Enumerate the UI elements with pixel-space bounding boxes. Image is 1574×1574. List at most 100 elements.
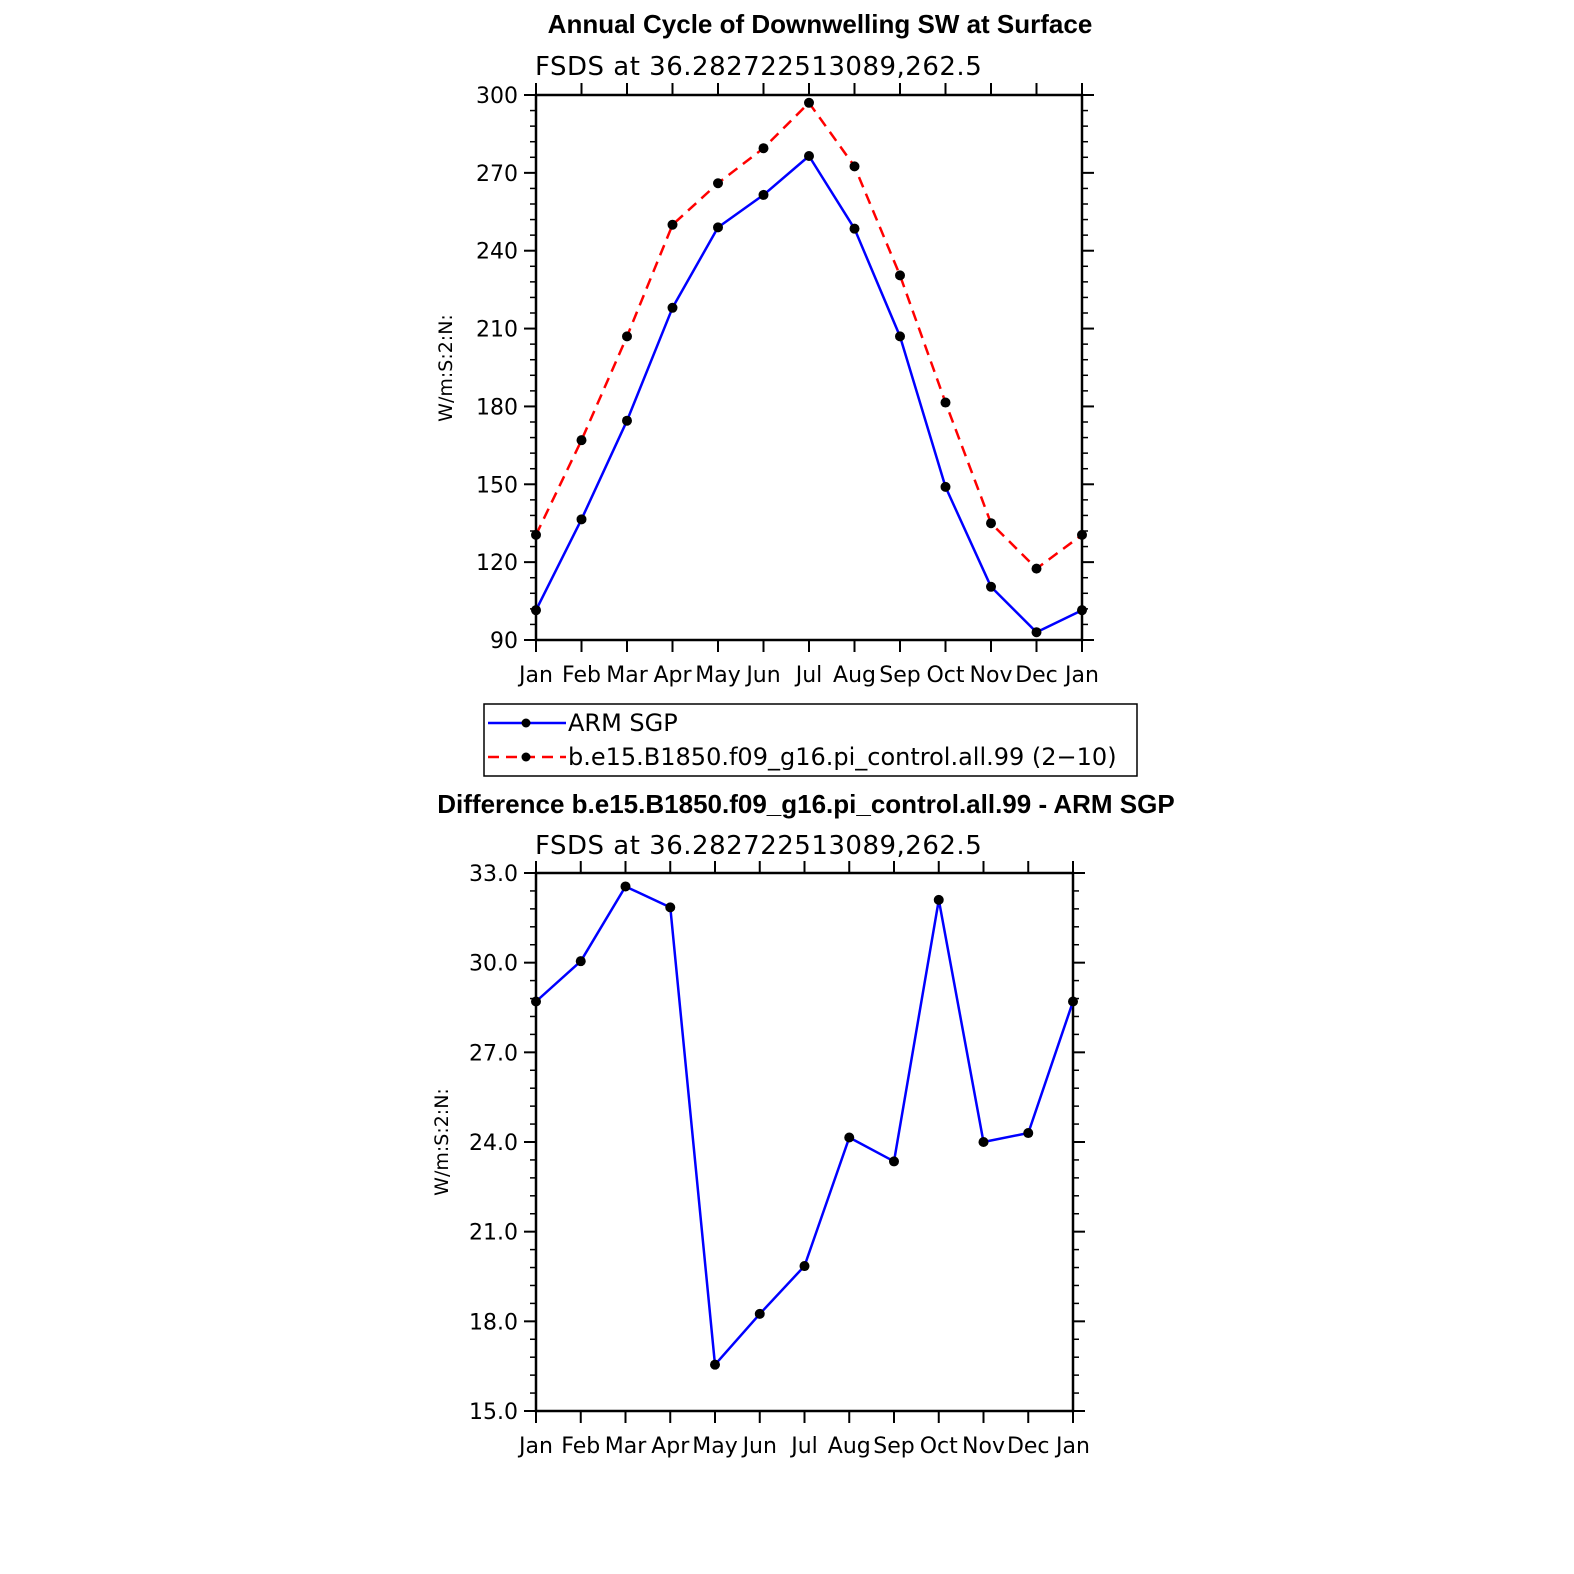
data-point: [622, 415, 632, 426]
data-point: [889, 1156, 899, 1167]
data-point: [1031, 627, 1042, 638]
data-point: [713, 178, 723, 189]
data-point: [940, 397, 951, 408]
y-tick-label: 30.0: [469, 952, 518, 977]
x-tick-label: Jun: [741, 1434, 777, 1459]
data-point: [1068, 996, 1078, 1007]
y-tick-label: 24.0: [469, 1131, 518, 1156]
x-tick-label: May: [692, 1434, 737, 1459]
data-point: [849, 161, 860, 172]
x-tick-label: Jul: [794, 663, 823, 688]
legend-entry-arm: ARM SGP: [568, 709, 678, 737]
x-tick-label: Feb: [562, 663, 601, 688]
x-tick-label: Dec: [1007, 1434, 1050, 1459]
x-tick-label: May: [695, 663, 740, 688]
series-line-0: [534, 154, 1083, 634]
x-tick-label: Jan: [1063, 663, 1099, 688]
data-point: [667, 219, 678, 230]
data-point: [1077, 605, 1087, 616]
x-tick-label: Sep: [873, 1434, 914, 1459]
data-point: [933, 894, 944, 905]
y-tick-label: 240: [476, 240, 518, 265]
data-point: [1077, 529, 1087, 540]
data-point: [940, 481, 951, 492]
data-point: [710, 1359, 720, 1370]
x-tick-label: Dec: [1015, 663, 1058, 688]
data-point: [895, 270, 905, 281]
x-tick-label: Oct: [920, 1434, 958, 1459]
data-point: [758, 189, 769, 200]
y-axis-label: W/m:S:2:N:: [431, 1088, 453, 1196]
legend-marker-arm: [521, 718, 531, 728]
plot-area: Jan Feb Mar Apr May Jun Jul Aug Sep Oct Nov Dec Jan9…: [476, 83, 1099, 688]
y-tick-label: 90: [490, 629, 518, 654]
legend-box: [483, 703, 1138, 777]
x-tick-label: Mar: [606, 663, 648, 688]
y-tick-label: 210: [476, 318, 518, 343]
data-point: [575, 956, 586, 967]
data-point: [978, 1137, 989, 1147]
data-point: [986, 581, 996, 592]
x-tick-label: Jan: [517, 1434, 553, 1459]
chart-subtitle: FSDS at 36.282722513089,262.5: [535, 52, 982, 82]
data-point: [986, 518, 996, 529]
chart-title: Difference b.e15.B1850.f09_g16.pi_contro…: [437, 789, 1174, 819]
y-axis-label: W/m:S:2:N:: [435, 314, 457, 422]
series-line-0: [535, 885, 1075, 1366]
data-point: [804, 150, 814, 161]
x-tick-label: Feb: [561, 1434, 600, 1459]
y-tick-label: 18.0: [469, 1310, 518, 1335]
data-point: [799, 1261, 810, 1272]
annual-cycle-chart: Annual Cycle of Downwelling SW at Surfac…: [435, 9, 1099, 688]
y-tick-label: 150: [476, 473, 518, 498]
x-tick-label: Aug: [833, 663, 876, 688]
data-point: [665, 902, 676, 913]
x-tick-label: Jun: [744, 663, 780, 688]
series-line-1: [534, 101, 1083, 570]
y-tick-label: 270: [476, 162, 518, 187]
data-point: [531, 605, 541, 616]
x-tick-label: Jan: [1054, 1434, 1090, 1459]
y-tick-label: 15.0: [469, 1400, 518, 1425]
data-point: [622, 331, 632, 342]
x-tick-label: Sep: [879, 663, 920, 688]
x-tick-label: Jan: [517, 663, 553, 688]
legend-entry-model: b.e15.B1850.f09_g16.pi_control.all.99 (2…: [568, 743, 1117, 771]
x-tick-label: Oct: [926, 663, 964, 688]
x-tick-label: Nov: [962, 1434, 1005, 1459]
data-point: [895, 331, 905, 342]
y-tick-label: 300: [476, 84, 518, 109]
plot-frame: [534, 93, 1084, 642]
data-point: [754, 1308, 765, 1319]
data-point: [758, 143, 769, 154]
data-point: [620, 881, 631, 892]
difference-chart: Difference b.e15.B1850.f09_g16.pi_contro…: [431, 789, 1175, 1459]
x-tick-label: Apr: [651, 1434, 690, 1459]
legend-marker-model: [521, 752, 531, 762]
data-point: [576, 514, 587, 525]
y-tick-label: 120: [476, 551, 518, 576]
data-point: [531, 996, 541, 1007]
data-point: [849, 223, 860, 234]
chart-title: Annual Cycle of Downwelling SW at Surfac…: [548, 9, 1093, 39]
data-point: [1023, 1128, 1034, 1139]
data-point: [844, 1132, 855, 1143]
x-tick-label: Mar: [605, 1434, 647, 1459]
x-tick-label: Nov: [970, 663, 1013, 688]
y-tick-label: 180: [476, 395, 518, 420]
data-point: [713, 222, 723, 233]
data-point: [576, 435, 587, 446]
y-tick-label: 21.0: [469, 1221, 518, 1246]
data-point: [667, 302, 678, 313]
data-point: [531, 529, 541, 540]
x-tick-label: Jul: [789, 1434, 818, 1459]
plot-area: Jan Feb Mar Apr May Jun Jul Aug Sep Oct Nov Dec Jan1…: [469, 861, 1090, 1459]
x-tick-label: Apr: [653, 663, 692, 688]
y-tick-label: 27.0: [469, 1041, 518, 1066]
data-point: [804, 97, 814, 108]
legend: ARM SGP b.e15.B1850.f09_g16.pi_control.a…: [483, 703, 1138, 777]
plot-frame: [534, 871, 1075, 1413]
x-tick-label: Aug: [828, 1434, 871, 1459]
data-point: [1031, 563, 1042, 574]
